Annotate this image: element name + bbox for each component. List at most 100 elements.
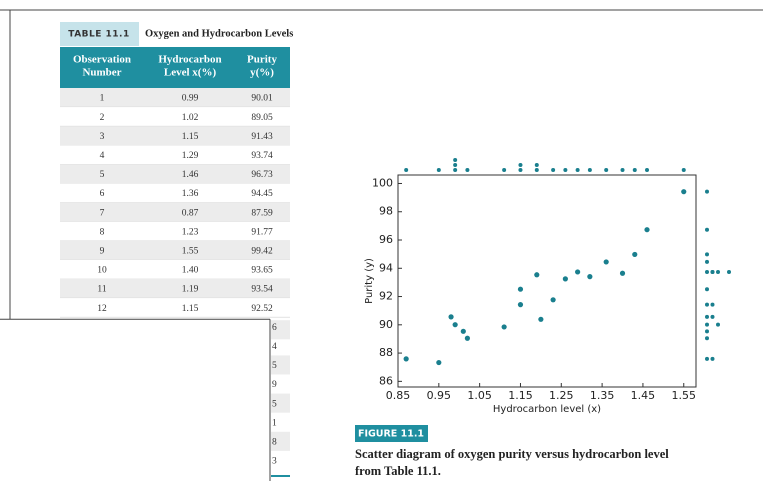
table-cell-fragment: 6 [272,323,277,333]
top-dot [534,163,539,167]
table-title: Oxygen and Hydrocarbon Levels [145,28,293,39]
column-header: Hydrocarbon [158,54,221,66]
column-header: y(%) [250,67,274,79]
table-cell: 1.02 [182,113,199,123]
table-cell: 93.65 [251,266,273,276]
top-dot [575,168,580,172]
table-cell: 5 [100,170,105,180]
caption-line: from Table 11.1. [355,464,441,478]
top-dot [632,168,637,172]
figure-label: FIGURE 11.1 [358,429,424,440]
table-row [60,240,290,260]
column-header: Observation [73,54,131,66]
top-dot [436,168,441,172]
right-dot [705,227,709,232]
table-label: TABLE 11.1 [68,30,130,40]
point [587,274,593,280]
table-row [271,431,290,451]
point [538,316,544,322]
table-row [60,164,290,184]
table-cell: 1 [100,94,105,104]
right-dot [705,259,709,264]
top-dot [502,168,507,172]
column-header: Purity [247,54,277,66]
top-dot [604,168,609,172]
y-tick-label: 92 [379,290,393,303]
top-dot [465,168,470,172]
point [575,269,581,275]
table-row [60,259,290,279]
table-cell-fragment: 5 [272,399,277,409]
y-tick-label: 100 [372,176,393,189]
table-cell: 91.77 [251,227,273,237]
table-cell: 1.29 [182,151,199,161]
y-tick-label: 96 [379,233,393,246]
table-cell: 3 [100,132,105,142]
table-cell: 91.43 [251,132,273,142]
table-cell: 12 [97,304,107,314]
right-dot [705,329,709,334]
x-tick-label: 0.85 [386,389,411,402]
table-cell: 1.55 [182,247,199,257]
table-cell: 7 [100,208,105,218]
table-row [60,298,290,318]
table-cell: 1.46 [182,170,199,180]
table-row [271,320,290,340]
column-header: Number [82,67,121,79]
point [460,328,466,334]
plot-area [397,174,697,388]
table-cell: 99.42 [251,247,273,257]
point [534,272,540,278]
point [603,259,609,265]
table-cell: 1.40 [182,266,199,276]
x-tick-label: 1.55 [672,389,697,402]
right-dot [705,322,709,327]
top-dot [453,158,458,162]
x-tick-label: 1.05 [467,389,492,402]
table-cell: 11 [97,285,106,295]
x-tick-label: 1.45 [631,389,656,402]
right-dot [705,287,709,292]
table-cell: 10 [97,266,107,276]
table-row [60,88,290,108]
table-cell: 0.99 [182,94,199,104]
top-dot [551,168,556,172]
right-dot [710,356,715,361]
top-dot [645,168,650,172]
table-row [60,126,290,146]
table-cell: 89.05 [251,113,273,123]
table-cell: 4 [100,151,105,161]
right-dot [727,269,731,274]
top-dot [518,163,523,167]
table-cell: 1.23 [182,227,199,237]
table-row [60,279,290,299]
point [517,286,524,292]
table-cell: 1.19 [182,285,199,295]
table-cell: 93.54 [251,285,273,295]
right-dot [705,252,709,257]
right-dot [710,269,715,274]
overlay-panel [0,319,270,481]
caption-line: Scatter diagram of oxygen purity versus … [355,447,669,461]
point [517,302,524,308]
x-tick-label: 1.25 [549,389,574,402]
point [448,314,454,320]
x-tick-label: 0.95 [427,389,452,402]
table-row [60,183,290,203]
right-dot [705,302,709,307]
table-cell-fragment: 4 [272,342,277,352]
table-cell: 1.36 [182,189,199,199]
table-cell: 92.52 [251,304,273,314]
table-row [60,107,290,127]
point [464,335,470,341]
table-cell: 93.74 [251,151,273,161]
right-dot [705,189,709,194]
table-row [60,145,290,165]
top-dot [534,168,539,172]
point [403,356,409,362]
table-cell: 2 [100,113,105,123]
point [562,276,568,282]
top-dot [563,168,568,172]
right-dot [710,314,715,319]
